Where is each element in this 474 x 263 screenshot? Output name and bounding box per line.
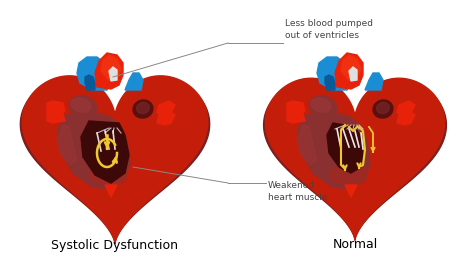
- Polygon shape: [287, 111, 305, 123]
- Ellipse shape: [137, 102, 149, 114]
- Polygon shape: [397, 111, 415, 125]
- Polygon shape: [157, 111, 175, 125]
- Polygon shape: [264, 82, 447, 240]
- Ellipse shape: [71, 98, 91, 112]
- Text: Weakened
heart muscle: Weakened heart muscle: [268, 181, 328, 202]
- Ellipse shape: [69, 96, 97, 118]
- Polygon shape: [95, 53, 123, 89]
- Ellipse shape: [376, 102, 390, 114]
- Polygon shape: [57, 113, 130, 189]
- Text: Systolic Dysfunction: Systolic Dysfunction: [52, 239, 179, 251]
- Polygon shape: [109, 67, 117, 81]
- Polygon shape: [47, 101, 65, 113]
- Polygon shape: [265, 78, 445, 240]
- Polygon shape: [105, 185, 117, 197]
- Polygon shape: [349, 67, 357, 81]
- Polygon shape: [327, 123, 363, 173]
- Polygon shape: [341, 55, 361, 80]
- Polygon shape: [335, 53, 363, 89]
- Polygon shape: [317, 57, 349, 90]
- Text: Less blood pumped
out of ventricles: Less blood pumped out of ventricles: [285, 19, 373, 40]
- Ellipse shape: [133, 100, 153, 118]
- Polygon shape: [345, 185, 357, 197]
- Text: Normal: Normal: [332, 239, 378, 251]
- Polygon shape: [287, 101, 305, 113]
- Polygon shape: [297, 125, 317, 165]
- Polygon shape: [297, 113, 370, 189]
- Polygon shape: [397, 101, 415, 115]
- Polygon shape: [101, 55, 121, 80]
- Polygon shape: [47, 111, 65, 123]
- Ellipse shape: [311, 98, 331, 112]
- Polygon shape: [325, 75, 335, 90]
- Ellipse shape: [330, 165, 370, 185]
- Ellipse shape: [90, 165, 130, 185]
- Ellipse shape: [373, 100, 393, 118]
- Ellipse shape: [309, 96, 337, 118]
- Polygon shape: [157, 101, 175, 115]
- Polygon shape: [365, 73, 383, 90]
- Polygon shape: [20, 79, 210, 244]
- Polygon shape: [125, 73, 143, 90]
- Polygon shape: [57, 125, 77, 165]
- Polygon shape: [22, 76, 208, 244]
- Polygon shape: [77, 57, 109, 90]
- Polygon shape: [81, 121, 129, 183]
- Polygon shape: [85, 75, 95, 90]
